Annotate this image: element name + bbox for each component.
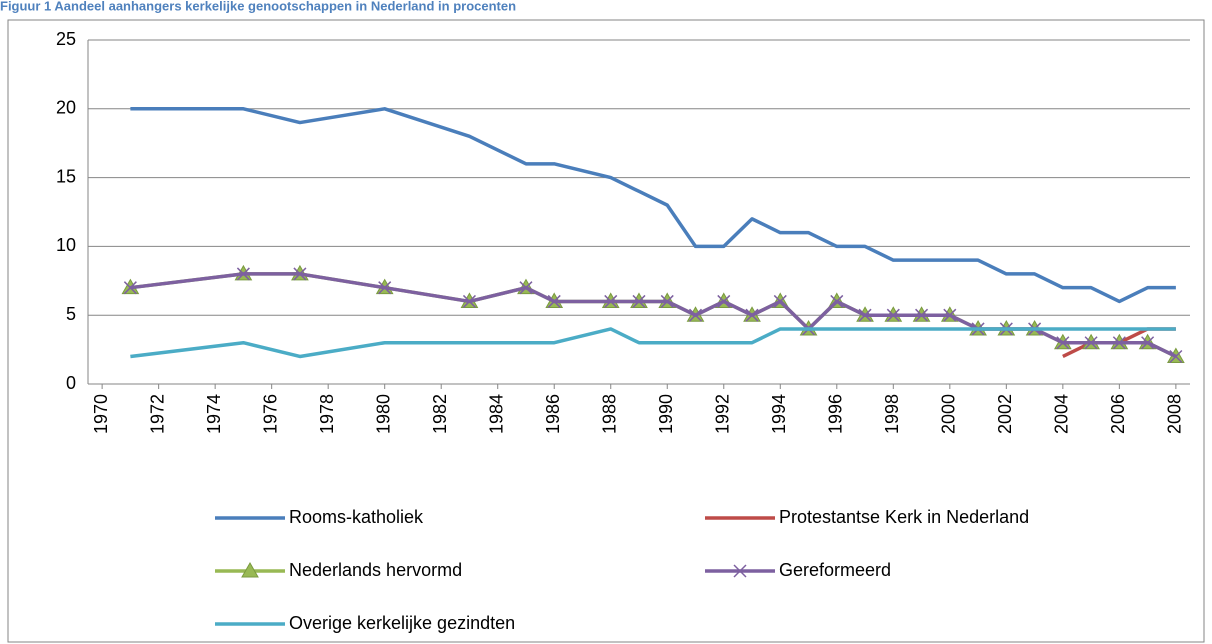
y-tick-label: 10 <box>56 235 76 255</box>
marker <box>1112 336 1126 350</box>
marker <box>632 294 646 308</box>
marker <box>660 294 674 308</box>
chart-title: Figuur 1 Aandeel aanhangers kerkelijke g… <box>0 0 516 13</box>
marker <box>915 308 929 322</box>
x-tick-label: 1976 <box>260 394 280 434</box>
chart-frame <box>7 19 1205 643</box>
marker <box>241 561 259 578</box>
y-tick-label: 5 <box>66 304 76 324</box>
marker <box>462 294 476 308</box>
y-tick-label: 20 <box>56 98 76 118</box>
marker <box>773 294 787 308</box>
marker <box>519 281 533 295</box>
marker <box>1141 336 1155 350</box>
y-tick-label: 0 <box>66 373 76 393</box>
marker <box>1169 349 1183 364</box>
x-tick-label: 2002 <box>995 394 1015 434</box>
series-line <box>130 107 1176 304</box>
x-tick-label: 1988 <box>599 394 619 434</box>
x-tick-label: 1982 <box>430 394 450 434</box>
x-tick-label: 1990 <box>656 394 676 434</box>
legend-label: Nederlands hervormd <box>289 560 462 580</box>
marker <box>547 294 561 308</box>
legend-label: Protestantse Kerk in Nederland <box>779 507 1029 527</box>
marker <box>1084 336 1098 350</box>
series-line <box>130 327 1176 359</box>
x-tick-label: 1992 <box>713 394 733 434</box>
x-tick-label: 1984 <box>486 394 506 434</box>
marker <box>293 267 307 281</box>
marker <box>1056 336 1070 350</box>
legend-label: Overige kerkelijke gezindten <box>289 613 515 633</box>
x-tick-label: 1970 <box>91 394 111 434</box>
x-tick-label: 2000 <box>939 394 959 434</box>
marker <box>604 294 618 308</box>
y-tick-label: 25 <box>56 29 76 49</box>
marker <box>378 281 392 295</box>
marker <box>830 294 844 308</box>
marker <box>236 267 250 281</box>
series-line <box>130 272 1177 359</box>
marker <box>745 308 759 322</box>
x-tick-label: 1998 <box>882 394 902 434</box>
legend-label: Rooms-katholiek <box>289 507 424 527</box>
legend-label: Gereformeerd <box>779 560 891 580</box>
x-tick-label: 2004 <box>1052 394 1072 434</box>
marker <box>688 308 703 322</box>
x-tick-label: 1972 <box>147 394 167 434</box>
marker <box>733 564 747 578</box>
marker <box>717 294 731 308</box>
x-tick-label: 1996 <box>826 394 846 434</box>
x-tick-label: 2006 <box>1108 394 1128 434</box>
marker <box>858 308 872 322</box>
marker <box>123 281 137 295</box>
x-tick-label: 2008 <box>1165 394 1185 434</box>
x-tick-label: 1978 <box>317 394 337 434</box>
y-tick-label: 15 <box>56 166 76 186</box>
marker <box>943 308 957 322</box>
x-tick-label: 1974 <box>204 394 224 434</box>
x-tick-label: 1986 <box>543 394 563 434</box>
x-tick-label: 1980 <box>373 394 393 434</box>
x-tick-label: 1994 <box>769 394 789 434</box>
marker <box>886 308 900 322</box>
